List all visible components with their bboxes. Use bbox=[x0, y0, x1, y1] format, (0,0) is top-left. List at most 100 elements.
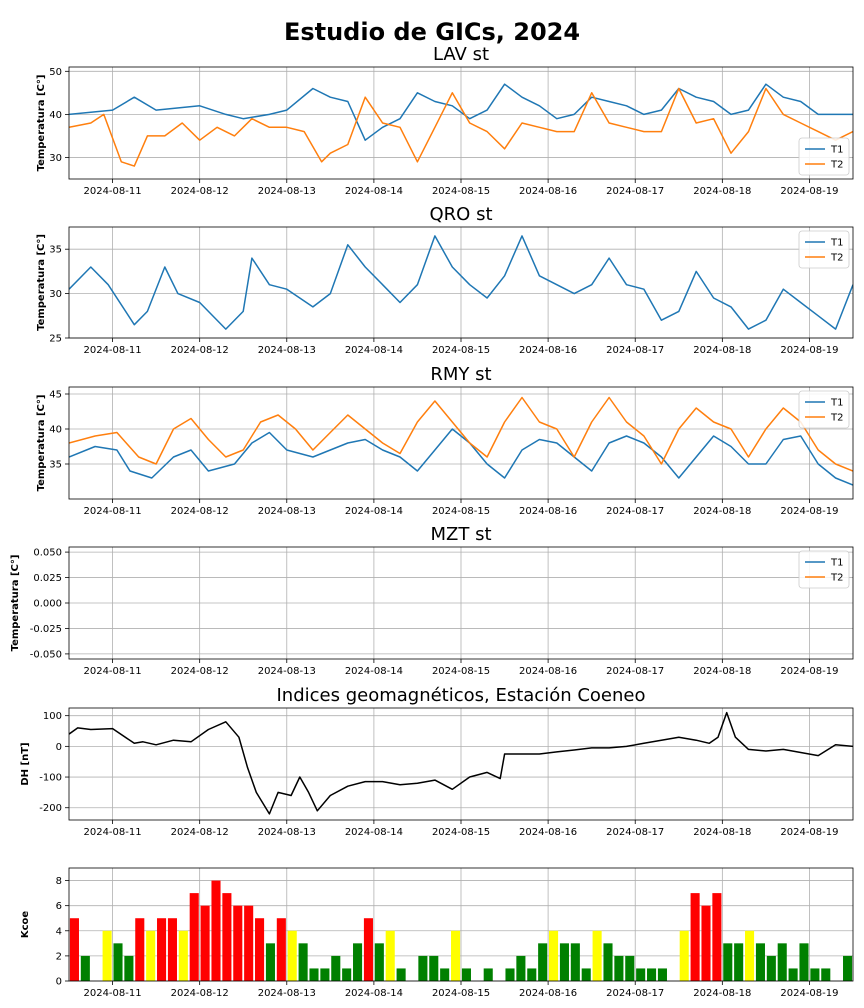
kcoe-bar bbox=[461, 968, 471, 981]
dh-ytick-label: 0 bbox=[56, 742, 62, 753]
rmy-frame bbox=[68, 386, 854, 500]
kcoe-bar bbox=[298, 943, 308, 981]
figure-title: Estudio de GICs, 2024 bbox=[284, 18, 580, 46]
kcoe-bar bbox=[679, 930, 689, 981]
kcoe-bar bbox=[734, 943, 744, 981]
kcoe-bar bbox=[102, 930, 112, 981]
kcoe-bar bbox=[429, 955, 439, 981]
kcoe-xtick-label: 2024-08-11 bbox=[83, 988, 141, 999]
kcoe-ytick-label: 4 bbox=[56, 926, 62, 937]
kcoe-bar bbox=[592, 930, 602, 981]
dh-xtick-label: 2024-08-17 bbox=[606, 827, 664, 838]
rmy-title: RMY st bbox=[430, 364, 491, 385]
mzt-frame bbox=[68, 546, 854, 660]
kcoe-bar bbox=[625, 955, 635, 981]
kcoe-bar bbox=[766, 955, 776, 981]
kcoe-bar bbox=[440, 968, 450, 981]
lav-title: LAV st bbox=[433, 44, 489, 65]
rmy-legend-box bbox=[798, 390, 850, 429]
qro-ylabel: Temperatura [C°] bbox=[36, 234, 47, 331]
kcoe-bar bbox=[385, 930, 395, 981]
rmy-xtick-label: 2024-08-19 bbox=[780, 506, 838, 517]
mzt-legend-box bbox=[798, 550, 850, 589]
mzt-xtick-label: 2024-08-12 bbox=[171, 666, 229, 677]
kcoe-xtick-label: 2024-08-12 bbox=[171, 988, 229, 999]
rmy-legend-label: T1 bbox=[830, 398, 843, 409]
dh-xtick-label: 2024-08-14 bbox=[345, 827, 403, 838]
dh-ytick-label: 100 bbox=[43, 711, 62, 722]
kcoe-bar bbox=[265, 943, 275, 981]
dh-ylabel: DH [nT] bbox=[20, 742, 31, 785]
mzt-xtick-label: 2024-08-17 bbox=[606, 666, 664, 677]
lav-series-T1 bbox=[69, 83, 853, 141]
rmy-xtick-label: 2024-08-16 bbox=[519, 506, 577, 517]
dh-xtick-label: 2024-08-15 bbox=[432, 827, 490, 838]
kcoe-bar bbox=[189, 893, 199, 981]
lav-ytick-label: 50 bbox=[49, 67, 62, 78]
kcoe-bar bbox=[657, 968, 667, 981]
kcoe-bar bbox=[777, 943, 787, 981]
kcoe-bar bbox=[363, 918, 373, 981]
kcoe-bar bbox=[527, 968, 537, 981]
kcoe-bar bbox=[505, 968, 515, 981]
lav-xtick-label: 2024-08-17 bbox=[606, 186, 664, 197]
mzt-xtick-label: 2024-08-13 bbox=[258, 666, 316, 677]
qro-ytick-label: 35 bbox=[49, 245, 62, 256]
lav-xtick-label: 2024-08-12 bbox=[171, 186, 229, 197]
kcoe-bar bbox=[135, 918, 145, 981]
dh-xtick-label: 2024-08-16 bbox=[519, 827, 577, 838]
kcoe-bar bbox=[396, 968, 406, 981]
kcoe-bar bbox=[342, 968, 352, 981]
rmy-xtick-label: 2024-08-13 bbox=[258, 506, 316, 517]
lav-xtick-label: 2024-08-18 bbox=[693, 186, 751, 197]
rmy-xtick-label: 2024-08-15 bbox=[432, 506, 490, 517]
mzt-panel: 2024-08-11 2024-08-12 2024-08-13 2024-08-14… bbox=[10, 524, 854, 677]
qro-frame bbox=[68, 226, 854, 339]
kcoe-xtick-label: 2024-08-14 bbox=[345, 988, 403, 999]
kcoe-xtick-label: 2024-08-18 bbox=[693, 988, 751, 999]
dh-xtick-label: 2024-08-11 bbox=[83, 827, 141, 838]
lav-xtick-label: 2024-08-16 bbox=[519, 186, 577, 197]
kcoe-bar bbox=[124, 955, 134, 981]
lav-series-T2 bbox=[69, 87, 853, 167]
qro-panel: 2024-08-11 2024-08-12 2024-08-13 2024-08-14… bbox=[36, 204, 854, 356]
kcoe-bar bbox=[636, 968, 646, 981]
kcoe-bar bbox=[276, 918, 286, 981]
kcoe-bar bbox=[559, 943, 569, 981]
dh-xtick-label: 2024-08-19 bbox=[780, 827, 838, 838]
lav-xtick-label: 2024-08-14 bbox=[345, 186, 403, 197]
kcoe-bar bbox=[374, 943, 384, 981]
rmy-xtick-label: 2024-08-18 bbox=[693, 506, 751, 517]
dh-ytick-label: -200 bbox=[39, 803, 62, 814]
kcoe-bar bbox=[331, 955, 341, 981]
lav-xtick-label: 2024-08-11 bbox=[83, 186, 141, 197]
kcoe-bar bbox=[287, 930, 297, 981]
kcoe-bar bbox=[113, 943, 123, 981]
rmy-legend-label: T2 bbox=[830, 413, 843, 424]
kcoe-bar bbox=[821, 968, 831, 981]
kcoe-bar bbox=[167, 918, 177, 981]
kcoe-bar bbox=[549, 930, 559, 981]
qro-xtick-label: 2024-08-19 bbox=[780, 345, 838, 356]
kcoe-bar bbox=[353, 943, 363, 981]
rmy-xtick-label: 2024-08-14 bbox=[345, 506, 403, 517]
qro-xtick-label: 2024-08-11 bbox=[83, 345, 141, 356]
mzt-xtick-label: 2024-08-16 bbox=[519, 666, 577, 677]
mzt-ytick-label: -0.050 bbox=[30, 649, 62, 660]
rmy-panel: 2024-08-11 2024-08-12 2024-08-13 2024-08-14… bbox=[36, 364, 854, 517]
mzt-ytick-label: 0.000 bbox=[33, 599, 62, 610]
kcoe-panel: 2024-08-11 2024-08-12 2024-08-13 2024-08-14… bbox=[20, 867, 854, 999]
kcoe-bar bbox=[309, 968, 319, 981]
dh-ytick-label: -100 bbox=[39, 773, 62, 784]
kcoe-bar bbox=[451, 930, 461, 981]
kcoe-bar bbox=[233, 905, 243, 981]
kcoe-bar bbox=[723, 943, 733, 981]
lav-xtick-label: 2024-08-15 bbox=[432, 186, 490, 197]
qro-legend-label: T2 bbox=[830, 253, 843, 264]
kcoe-bar bbox=[200, 905, 210, 981]
kcoe-bar bbox=[157, 918, 167, 981]
